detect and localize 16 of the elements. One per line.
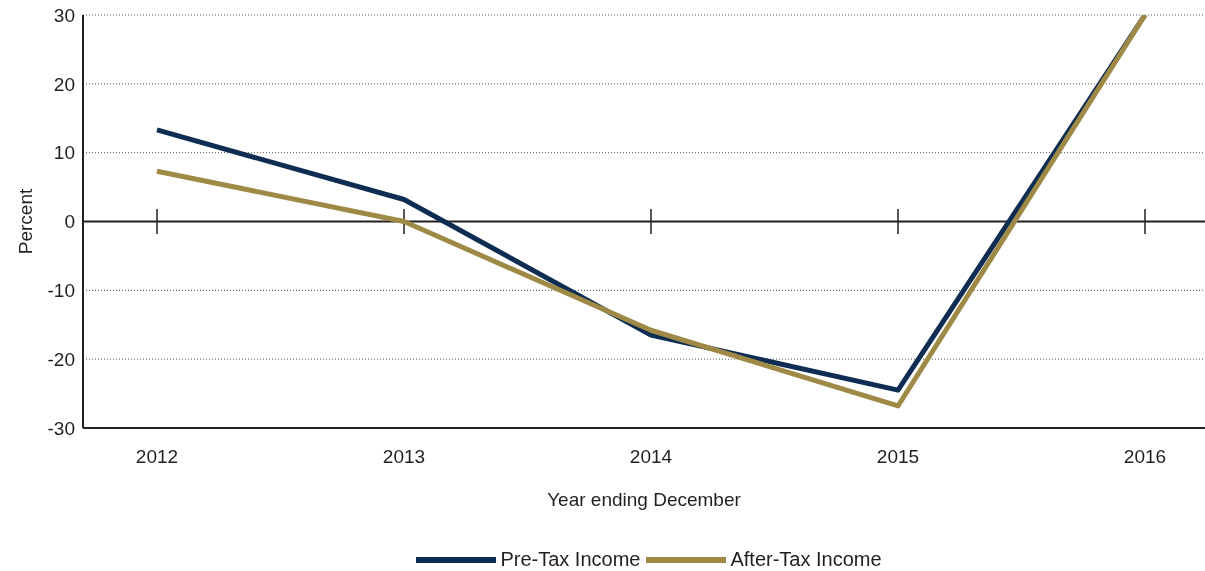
x-axis-title: Year ending December (547, 489, 742, 511)
legend-label: Pre-Tax Income (500, 548, 641, 571)
y-tick-label: 20 (53, 73, 75, 95)
x-tick-label: 2016 (1123, 446, 1167, 468)
x-tick-label: 2015 (876, 446, 920, 468)
y-axis-title: Percent (14, 188, 36, 255)
y-tick-label: -20 (47, 348, 75, 370)
x-tick-label: 2012 (135, 446, 179, 468)
x-tick-label: 2013 (382, 446, 426, 468)
x-tick-label: 2014 (629, 446, 673, 468)
y-tick-label: 0 (64, 211, 75, 233)
y-tick-label: 30 (53, 4, 75, 26)
y-tick-label: -10 (47, 280, 75, 302)
y-tick-label: -30 (47, 417, 75, 439)
legend-label: After-Tax Income (730, 548, 882, 571)
y-tick-label: 10 (53, 142, 75, 164)
